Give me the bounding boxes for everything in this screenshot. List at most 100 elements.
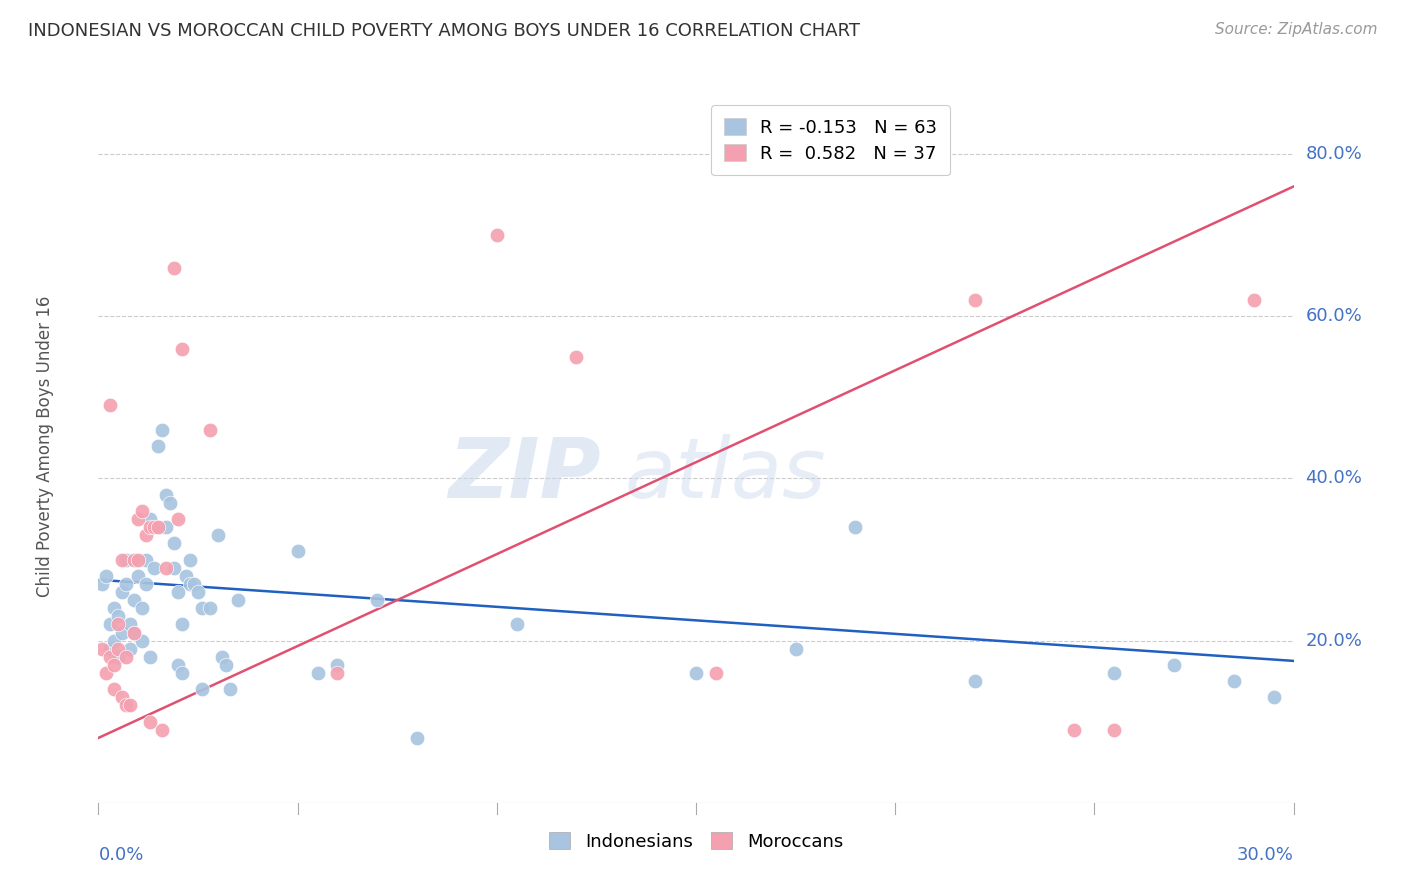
Point bbox=[107, 609, 129, 624]
Text: 40.0%: 40.0% bbox=[1305, 469, 1362, 487]
Point bbox=[135, 528, 157, 542]
Point bbox=[103, 682, 125, 697]
Point bbox=[120, 698, 142, 713]
Point bbox=[98, 649, 122, 664]
Text: 0.0%: 0.0% bbox=[98, 846, 143, 863]
Point bbox=[307, 666, 329, 681]
Point bbox=[163, 536, 186, 550]
Point bbox=[124, 593, 146, 607]
Point bbox=[155, 488, 177, 502]
Text: 30.0%: 30.0% bbox=[1237, 846, 1294, 863]
Point bbox=[406, 731, 429, 745]
Point bbox=[565, 350, 588, 364]
Point bbox=[139, 520, 162, 534]
Text: 20.0%: 20.0% bbox=[1305, 632, 1362, 649]
Point bbox=[326, 657, 349, 672]
Point bbox=[148, 520, 170, 534]
Point bbox=[150, 423, 173, 437]
Point bbox=[172, 617, 194, 632]
Point bbox=[159, 496, 181, 510]
Point bbox=[1102, 723, 1125, 737]
Point bbox=[167, 512, 190, 526]
Point bbox=[103, 601, 125, 615]
Point bbox=[98, 399, 122, 413]
Point bbox=[139, 512, 162, 526]
Point bbox=[115, 649, 138, 664]
Legend: Indonesians, Moroccans: Indonesians, Moroccans bbox=[541, 825, 851, 858]
Point bbox=[91, 641, 114, 656]
Point bbox=[96, 666, 118, 681]
Point bbox=[963, 293, 986, 307]
Point bbox=[685, 666, 707, 681]
Point bbox=[96, 568, 118, 582]
Point bbox=[120, 641, 142, 656]
Point bbox=[120, 617, 142, 632]
Point bbox=[506, 617, 529, 632]
Point bbox=[111, 585, 134, 599]
Point bbox=[107, 649, 129, 664]
Point bbox=[124, 625, 146, 640]
Point bbox=[103, 633, 125, 648]
Point bbox=[704, 666, 727, 681]
Text: Source: ZipAtlas.com: Source: ZipAtlas.com bbox=[1215, 22, 1378, 37]
Point bbox=[150, 723, 173, 737]
Point bbox=[1222, 674, 1246, 689]
Point bbox=[111, 690, 134, 705]
Point bbox=[135, 552, 157, 566]
Point bbox=[963, 674, 986, 689]
Point bbox=[155, 520, 177, 534]
Point bbox=[167, 585, 190, 599]
Point bbox=[131, 633, 153, 648]
Point bbox=[219, 682, 242, 697]
Point bbox=[844, 520, 866, 534]
Point bbox=[155, 560, 177, 574]
Point bbox=[287, 544, 309, 558]
Point bbox=[1263, 690, 1285, 705]
Point bbox=[226, 593, 249, 607]
Point bbox=[179, 552, 201, 566]
Point bbox=[174, 568, 197, 582]
Point bbox=[191, 601, 214, 615]
Point bbox=[115, 552, 138, 566]
Text: ZIP: ZIP bbox=[447, 434, 600, 515]
Point bbox=[143, 560, 166, 574]
Point bbox=[215, 657, 238, 672]
Point bbox=[107, 617, 129, 632]
Point bbox=[172, 342, 194, 356]
Point bbox=[187, 585, 209, 599]
Text: atlas: atlas bbox=[624, 434, 825, 515]
Point bbox=[111, 625, 134, 640]
Point bbox=[103, 657, 125, 672]
Point bbox=[1163, 657, 1185, 672]
Point bbox=[124, 625, 146, 640]
Point bbox=[207, 528, 229, 542]
Point bbox=[1243, 293, 1265, 307]
Point bbox=[115, 577, 138, 591]
Point bbox=[143, 520, 166, 534]
Point bbox=[91, 577, 114, 591]
Point bbox=[191, 682, 214, 697]
Point bbox=[98, 641, 122, 656]
Point bbox=[127, 568, 149, 582]
Point bbox=[485, 228, 508, 243]
Point bbox=[211, 649, 233, 664]
Point bbox=[131, 504, 153, 518]
Point bbox=[1102, 666, 1125, 681]
Point bbox=[1063, 723, 1085, 737]
Point bbox=[115, 698, 138, 713]
Point bbox=[163, 560, 186, 574]
Point bbox=[148, 520, 170, 534]
Text: INDONESIAN VS MOROCCAN CHILD POVERTY AMONG BOYS UNDER 16 CORRELATION CHART: INDONESIAN VS MOROCCAN CHILD POVERTY AMO… bbox=[28, 22, 860, 40]
Point bbox=[198, 601, 221, 615]
Point bbox=[127, 512, 149, 526]
Point bbox=[135, 577, 157, 591]
Point bbox=[111, 552, 134, 566]
Point bbox=[139, 714, 162, 729]
Point bbox=[124, 552, 146, 566]
Point bbox=[167, 657, 190, 672]
Point bbox=[127, 552, 149, 566]
Point bbox=[148, 439, 170, 453]
Point bbox=[366, 593, 388, 607]
Point bbox=[326, 666, 349, 681]
Point bbox=[172, 666, 194, 681]
